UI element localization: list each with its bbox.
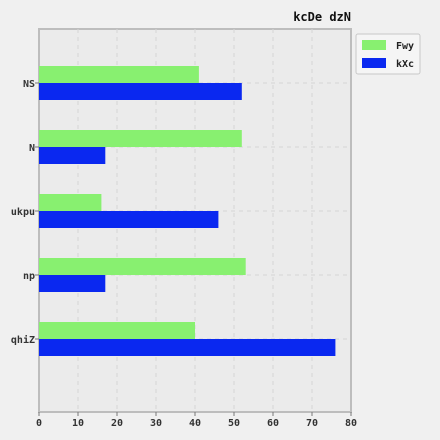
legend-swatch-fwy [362,40,386,50]
x-tick-label: 50 [228,418,240,429]
y-tick-label: np [23,271,35,282]
x-tick-label: 30 [150,418,162,429]
y-tick-label: NS [23,79,35,90]
legend-swatch-kxc [362,58,386,68]
x-tick-label: 20 [111,418,123,429]
bar-kxc-ns [39,83,242,100]
chart-title: kcDe dzN [293,10,351,24]
y-tick-label: ukpu [11,207,35,218]
legend-label-kxc: kXc [396,59,414,70]
x-tick-label: 10 [72,418,84,429]
bar-fwy-n [39,130,242,147]
x-tick-label: 80 [345,418,357,429]
x-axis: 0 10 20 30 40 50 60 70 80 [36,412,357,429]
x-tick-label: 70 [306,418,318,429]
y-tick-label: qhiZ [11,334,35,346]
bar-fwy-np [39,258,246,275]
bars [39,66,336,356]
legend: Fwy kXc [355,33,421,75]
bar-kxc-qhiz [39,339,336,356]
bar-fwy-ns [39,66,199,83]
legend-label-fwy: Fwy [396,41,414,52]
bar-fwy-qhiz [39,322,195,339]
bar-kxc-np [39,275,106,292]
bar-fwy-ukpu [39,194,102,211]
x-tick-label: 0 [36,418,42,429]
x-tick-label: 60 [267,418,279,429]
y-tick-label: N [29,143,35,154]
bar-kxc-n [39,147,106,164]
x-tick-label: 40 [189,418,201,429]
bar-kxc-ukpu [39,211,219,228]
